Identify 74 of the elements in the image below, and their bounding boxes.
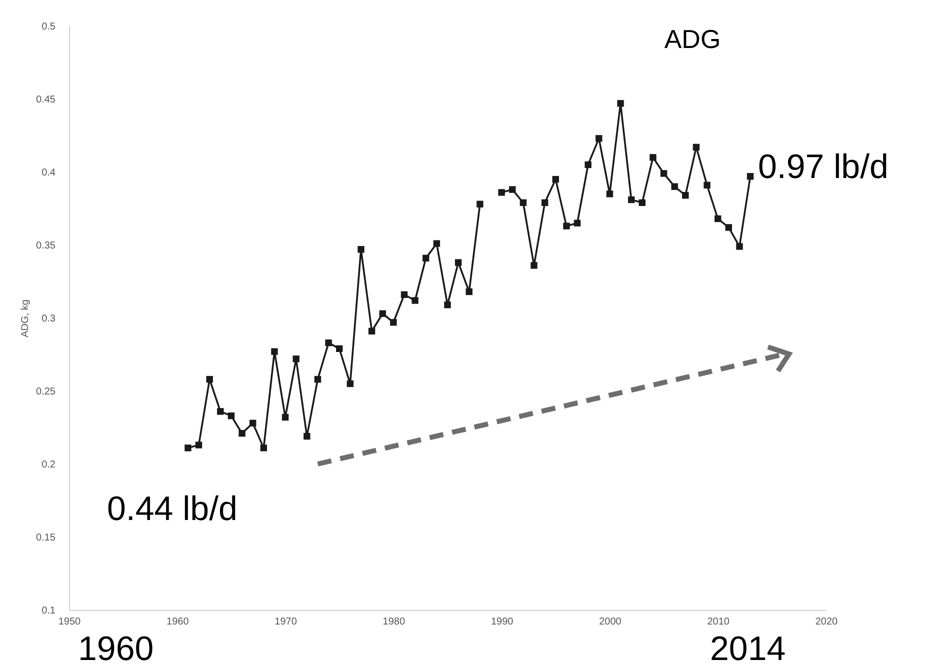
point [638,199,646,206]
chart-title: ADG [664,24,721,54]
point [530,262,538,269]
point [184,444,192,452]
point [358,246,364,253]
point [400,291,408,298]
point [282,414,289,421]
point [249,420,256,426]
y-tick-label: 0.1 [42,606,56,616]
point [422,254,430,262]
point [217,408,224,415]
point [552,176,559,183]
x-tick-label: 1980 [382,616,406,628]
point [228,412,235,420]
point [390,319,397,326]
point [304,432,310,440]
point [476,200,484,208]
point [271,348,278,355]
point [346,380,354,388]
x-tick-label: 2020 [815,616,838,628]
point [260,444,268,452]
point [574,220,581,226]
point [509,186,516,193]
annotation: 0.97 lb/d [758,148,888,186]
y-tick-label: 0.15 [36,532,56,544]
point [650,154,656,161]
point [541,199,548,206]
y-axis-title: ADG, kg [20,300,32,338]
point [682,192,689,199]
point [704,182,710,188]
y-tick-label: 0.45 [36,94,56,106]
y-tick-label: 0.25 [36,386,56,398]
x-tick-label: 1990 [490,616,514,628]
point [584,161,592,168]
point [617,100,624,107]
point [454,259,462,266]
x-tick-label: 1960 [166,616,190,628]
point [325,339,332,346]
y-tick-label: 0.4 [42,168,56,178]
text: 2014 [710,630,786,668]
point [671,183,678,190]
point [563,222,570,230]
point [238,430,246,437]
point [195,442,202,448]
point [292,356,300,362]
point [736,243,743,250]
x-tick-label: 2010 [707,616,730,628]
point [379,310,386,317]
point [206,376,213,383]
x-tick-label: 1950 [58,616,82,628]
x-tick-label: 2000 [599,616,622,628]
point [725,224,732,231]
point [714,215,722,222]
x-tick-label: 1970 [274,616,298,628]
point [628,196,635,204]
point [368,328,376,334]
y-tick-label: 0.3 [42,314,56,324]
point [412,297,418,304]
point [520,199,527,206]
point [444,302,451,308]
point [433,240,440,247]
point [660,170,668,177]
point [692,144,700,151]
annotation: 0.44 lb/d [107,490,238,528]
point [606,190,614,198]
y-tick-label: 0.2 [42,460,56,470]
point [498,189,505,196]
point [746,173,754,180]
point [466,288,472,296]
y-tick-label: 0.5 [42,22,56,32]
y-tick-label: 0.35 [36,240,56,252]
point [596,135,602,142]
point [314,376,322,383]
point [336,345,343,352]
